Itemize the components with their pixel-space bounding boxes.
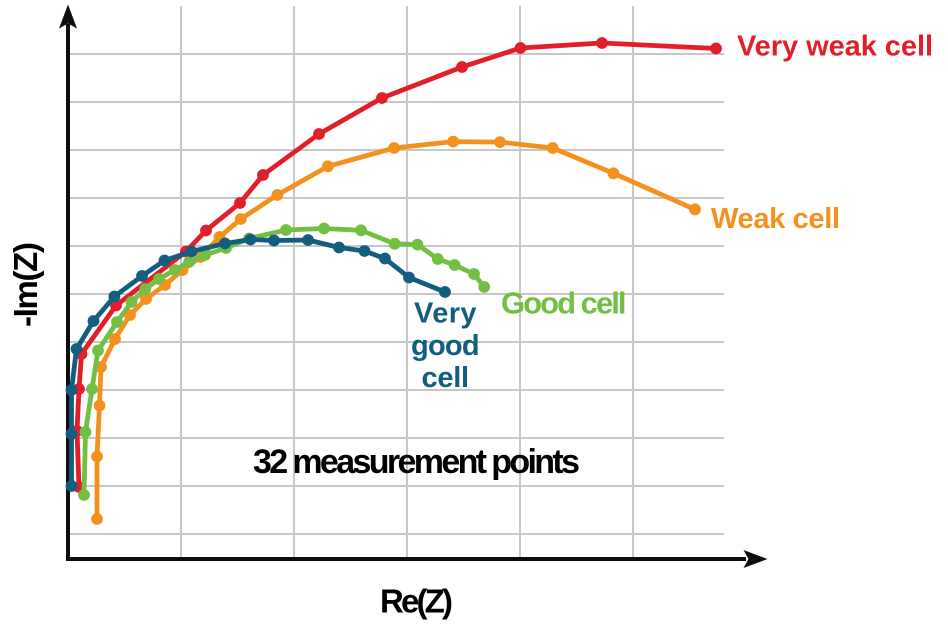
svg-text:cell: cell: [422, 362, 470, 394]
svg-text:Very weak cell: Very weak cell: [737, 31, 933, 63]
svg-text:Re(Z): Re(Z): [380, 583, 453, 620]
svg-text:good: good: [411, 330, 480, 362]
svg-text:Good cell: Good cell: [501, 286, 627, 321]
svg-text:-Im(Z): -Im(Z): [7, 242, 44, 327]
svg-text:Very: Very: [414, 298, 477, 330]
svg-text:Weak cell: Weak cell: [711, 203, 840, 235]
svg-text:32 measurement points: 32 measurement points: [253, 443, 580, 481]
